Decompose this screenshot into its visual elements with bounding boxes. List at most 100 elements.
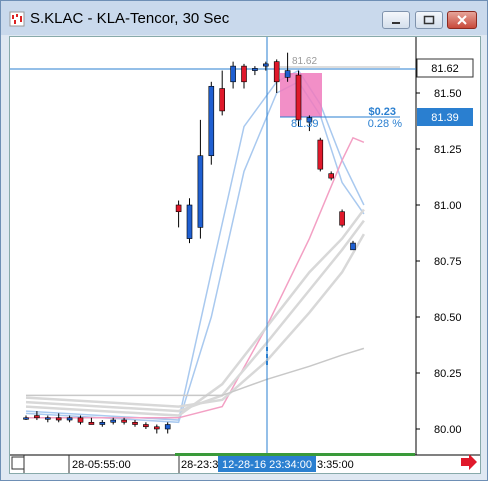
candle[interactable] [306,115,313,132]
candle-body [339,211,345,226]
maximize-button[interactable] [415,11,443,29]
candle[interactable] [230,61,236,89]
y-tick-label: 81.00 [434,200,462,212]
axis-corner-box[interactable] [11,456,25,470]
candle-body [350,242,356,251]
candle[interactable] [23,415,29,421]
candle-body [263,63,269,67]
scroll-right-arrow-icon[interactable] [461,454,477,470]
candle[interactable] [66,415,73,423]
candle-body [328,173,335,179]
candle[interactable] [55,413,62,423]
candle[interactable] [99,420,106,427]
moving-average-line [25,233,365,408]
candle[interactable] [143,422,149,429]
price-tag-top [416,58,474,78]
chart-app-icon[interactable] [9,11,25,27]
measure-percent: 0.28 % [368,118,402,130]
session-bar [175,453,415,456]
candle-body [186,204,193,239]
candle[interactable] [34,411,40,421]
candle[interactable] [295,70,302,127]
candle-body [23,417,29,420]
candle-body [164,424,171,430]
title-bar[interactable]: S.KLAC - KLA-Tencor, 30 Sec [1,1,487,35]
candle[interactable] [317,137,324,172]
candle[interactable] [328,171,335,181]
candle-body [230,65,236,83]
candle[interactable] [208,81,215,165]
candle-body [295,74,302,121]
x-label-3: 3:35:00 [317,459,354,471]
candle-body [143,424,149,428]
candle-body [241,65,247,83]
close-button[interactable] [447,11,477,29]
candle-body [44,417,51,420]
candle[interactable] [164,422,171,434]
candle-body [306,117,313,123]
candle[interactable] [132,420,138,427]
y-tick-label: 80.25 [434,368,462,380]
moving-average-line [26,347,365,397]
moving-average-line [25,208,365,417]
close-icon [457,15,467,25]
candle[interactable] [241,63,247,89]
candle-body [121,419,127,423]
candle[interactable] [197,119,204,239]
candle[interactable] [77,415,84,425]
measure-change: $0.23 [368,106,396,118]
candle[interactable] [121,417,127,425]
candle-body [34,415,40,419]
moving-average-line [25,219,365,413]
candle[interactable] [219,70,225,116]
candle[interactable] [175,200,182,228]
candle[interactable] [154,424,160,434]
maximize-icon [423,15,435,25]
candle[interactable] [110,417,116,425]
candle[interactable] [252,66,258,76]
candle-body [88,421,95,425]
candle-body [154,426,160,430]
window-title: S.KLAC - KLA-Tencor, 30 Sec [30,10,230,27]
candle-body [317,139,324,170]
x-label-1: 28-05:55:00 [72,459,131,471]
candle-body [208,85,215,157]
price-tag-bottom-text: 81.39 [431,112,459,124]
candles [23,52,356,434]
candle-body [132,421,138,425]
candle[interactable] [339,209,345,228]
moving-average-line [26,136,365,419]
price-tag-top-text: 81.62 [431,63,459,75]
candle[interactable] [88,417,95,425]
candle-body [252,68,258,71]
candle[interactable] [284,52,291,82]
candle-body [197,155,204,228]
candle-body [110,419,116,423]
candle-body [66,417,73,421]
candle-body [284,70,291,78]
cursor-time-tag [218,456,316,472]
candle[interactable] [350,240,356,251]
minimize-button[interactable] [382,11,410,29]
x-label-2: 28-23:3 [181,459,218,471]
cursor-time-text: 12-28-16 23:34:00 [222,459,312,471]
candle[interactable] [44,415,51,423]
price-tag-bottom [417,108,473,126]
candle-body [219,88,225,112]
candle[interactable] [186,198,193,244]
candle[interactable] [273,59,280,93]
plot-area[interactable]: 81.62 $0.23 0.28 % 81.39 81.50 81.25 81.00… [9,36,481,474]
y-tick-label: 80.50 [434,312,462,324]
y-axis-ticks: 81.50 81.25 81.00 80.75 80.50 80.25 80.00 [416,88,462,436]
candle-body [55,417,62,421]
y-tick-label: 81.25 [434,144,462,156]
price-chart[interactable]: 81.62 $0.23 0.28 % 81.39 81.50 81.25 81.00… [10,37,480,473]
candle-body [99,421,106,425]
measure-top-value: 81.62 [292,56,317,67]
candle-body [175,204,182,213]
candle-body [77,417,84,423]
candle[interactable] [263,61,269,71]
y-tick-label: 80.00 [434,424,462,436]
minimize-icon [392,22,400,24]
